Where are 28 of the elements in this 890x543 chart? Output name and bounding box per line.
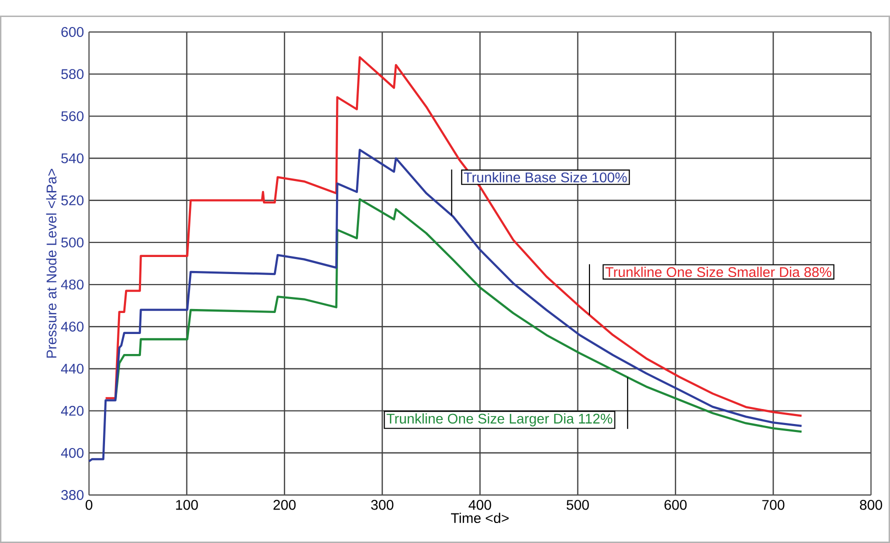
x-tick-label: 800 — [860, 500, 882, 510]
y-tick-label: 560 — [61, 111, 84, 122]
y-tick-label: 460 — [61, 322, 84, 332]
line-series — [114, 198, 803, 433]
y-tick-label: 480 — [61, 280, 84, 290]
y-tick-label: 400 — [61, 448, 84, 458]
y-tick-label: 600 — [61, 27, 84, 37]
x-tick-label: 700 — [762, 500, 784, 510]
text: Trunkline Base Size 100% — [464, 172, 627, 182]
x-tick-label: 200 — [274, 500, 296, 510]
y-tick-label: 500 — [61, 238, 84, 248]
text: Trunkline One Size Larger Dia 112% — [386, 413, 612, 426]
y-axis-title: Pressure at Node Level <kPa> — [46, 168, 56, 358]
y-tick-label: 440 — [61, 364, 84, 374]
line-series — [88, 148, 803, 462]
y-tick-label: 540 — [61, 153, 84, 164]
x-tick-label: 400 — [468, 500, 492, 510]
x-axis-title: Time <d> — [451, 512, 509, 524]
y-tick-label: 420 — [61, 406, 84, 416]
y-tick-label: 520 — [61, 195, 84, 206]
x-tick-label: 0 — [86, 500, 92, 510]
y-tick-label: 380 — [61, 490, 84, 500]
y-tick-label: 580 — [61, 69, 84, 80]
x-tick-label: 100 — [176, 500, 198, 510]
x-tick-label: 600 — [664, 500, 687, 510]
text: Trunkline One Size Smaller Dia 88% — [605, 266, 832, 278]
x-tick-label: 500 — [566, 500, 589, 510]
x-tick-label: 300 — [371, 500, 394, 510]
